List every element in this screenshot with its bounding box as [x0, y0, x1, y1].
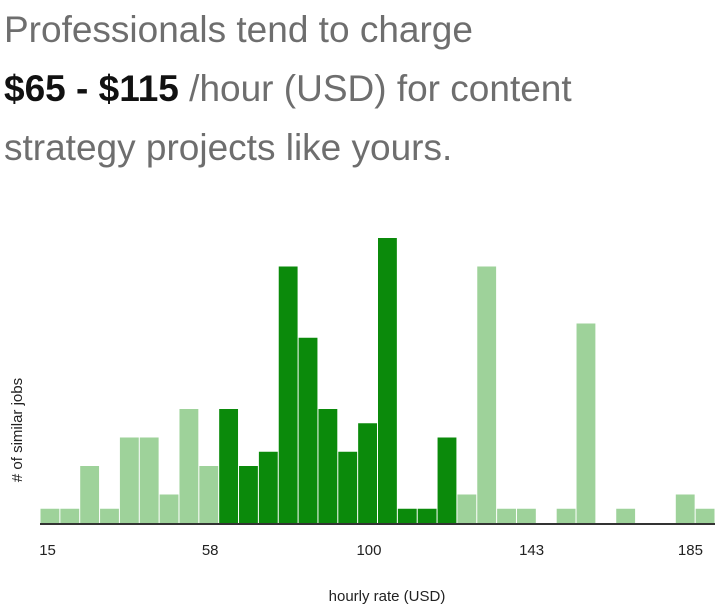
bar	[378, 238, 397, 523]
bar	[199, 466, 219, 523]
headline-line: $65 - $115 /hour (USD) for content	[4, 59, 572, 118]
headline-text: /hour (USD) for content	[189, 68, 572, 109]
bar	[358, 423, 377, 523]
x-tick-label: 58	[202, 542, 219, 559]
bar	[576, 323, 596, 523]
bar	[60, 508, 80, 523]
bar	[139, 437, 159, 523]
headline: Professionals tend to charge $65 - $115 …	[4, 0, 572, 177]
bar	[397, 508, 417, 523]
headline-line: strategy projects like yours.	[4, 127, 453, 168]
bar	[675, 494, 695, 523]
bar	[457, 494, 477, 523]
bar	[417, 508, 437, 523]
bar	[338, 451, 358, 523]
x-tick-label: 100	[356, 542, 381, 559]
bar	[239, 466, 258, 523]
bar	[497, 508, 516, 523]
headline-line: Professionals tend to charge	[4, 9, 473, 50]
bar	[318, 409, 338, 523]
rate-range: $65 - $115	[4, 68, 179, 109]
bar	[80, 466, 100, 523]
bar	[179, 409, 199, 523]
bar	[119, 437, 139, 523]
bar	[437, 437, 457, 523]
x-tick-label: 185	[678, 542, 703, 559]
bar	[477, 266, 497, 523]
x-axis-label: hourly rate (USD)	[329, 588, 446, 605]
bar	[298, 337, 318, 523]
bar	[278, 266, 298, 523]
bar	[516, 508, 536, 523]
bar	[159, 494, 179, 523]
bar	[100, 508, 119, 523]
y-axis-label: # of similar jobs	[9, 378, 26, 482]
x-tick-label: 15	[39, 542, 56, 559]
bar	[556, 508, 576, 523]
bar	[219, 409, 239, 523]
bar	[40, 508, 60, 523]
bar	[616, 508, 636, 523]
x-tick-label: 143	[519, 542, 544, 559]
bar	[258, 451, 278, 523]
bar	[695, 508, 715, 523]
